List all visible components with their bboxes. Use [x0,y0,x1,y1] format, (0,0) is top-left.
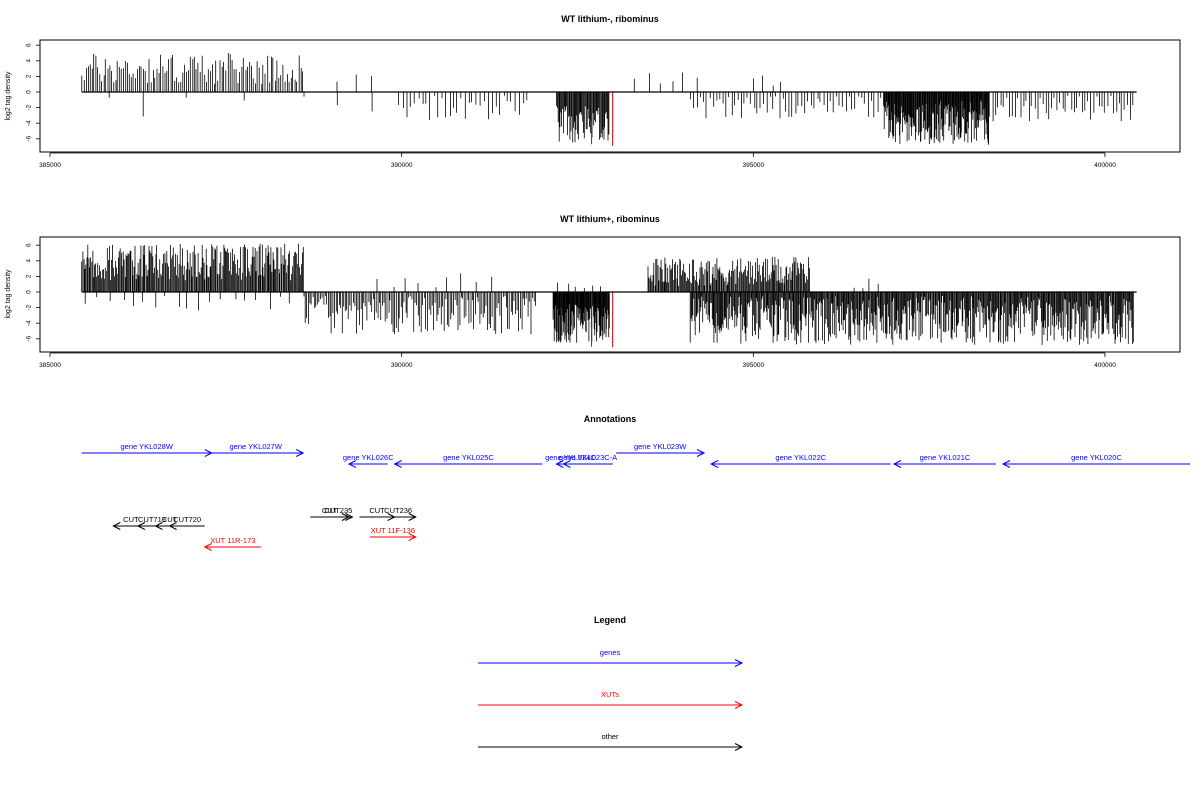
gene-feature-arrowhead [555,460,564,468]
x-tick-label: 395000 [742,162,764,169]
legend-panel: Legend genes XUTs other [478,615,744,751]
gene-feature-label: gene YKL023W [634,442,687,451]
chart-title: WT lithium-, ribominus [561,14,659,24]
cut-feature-label: CUT719 [138,515,166,524]
gene-feature-arrowhead [892,460,902,468]
cut-feature-arrowhead [345,513,354,521]
gene-feature-label: gene YKL026C [343,453,394,462]
legend-label: other [601,732,619,741]
legend-arrowhead [734,743,744,751]
y-tick-label: 2 [26,274,33,278]
legend-items: genes XUTs other [478,648,744,751]
gene-feature-arrowhead [696,449,706,457]
x-tick-label: 385000 [39,162,61,169]
y-axis-label: log2 tag density [5,71,12,121]
y-tick-label: 4 [26,259,33,263]
y-tick-label: 0 [26,290,33,294]
gene-feature-arrowhead [295,449,305,457]
y-tick-label: 4 [26,59,33,63]
x-tick-label: 390000 [391,362,413,369]
chart-panel-1: WT lithium-, ribominus log2 tag density … [5,14,1181,169]
annotations-panel: Annotations gene YKL028W gene YKL027Wgene… [81,414,1190,551]
gene-feature-arrowhead [562,460,571,468]
cut-feature-arrowhead [112,522,121,530]
gene-feature-arrowhead [393,460,402,468]
y-tick-label: -4 [26,320,33,326]
annotation-features: gene YKL028W gene YKL027W gene YKL026C gene… [81,442,1190,551]
cut-feature-arrowhead [168,522,177,530]
x-tick-label: 400000 [1094,362,1116,369]
cut-feature-label: CUT [369,506,385,515]
gene-feature-label: gene YKL025C [443,453,494,462]
y-tick-label: -4 [26,120,33,126]
cut-feature-label: CUT [322,506,338,515]
gene-feature-label: gene YKL022C [775,453,826,462]
cut-feature-label: CUT236 [384,506,412,515]
legend-label: XUTs [601,690,619,699]
legend-arrowhead [734,659,744,667]
plot-frame [39,39,1181,153]
cut-feature-label: CUT [123,515,139,524]
legend-arrowhead [734,701,744,709]
cut-feature-label: CUT [162,515,178,524]
chart-title: WT lithium+, ribominus [560,214,660,224]
plot-frame [39,236,1181,353]
x-tick-label: 400000 [1094,162,1116,169]
x-tick-label: 390000 [391,162,413,169]
bar-series [81,53,1137,146]
cut-feature-arrowhead [154,522,163,530]
bar-series [81,243,1137,348]
gene-feature-arrowhead [1001,460,1011,468]
gene-feature-label: gene YKL028W [121,442,174,451]
gene-feature-arrowhead [710,460,719,468]
cut-feature-label: CUT720 [173,515,201,524]
y-tick-label: -2 [26,104,33,110]
xut-feature-arrowhead [203,543,212,551]
chart-panel-2: WT lithium+, ribominus log2 tag density … [5,214,1181,369]
gene-feature-label: gene YKL021C [920,453,971,462]
gene-feature-label: gene YKL027W [230,442,283,451]
legend-label: genes [600,648,621,657]
annotations-title: Annotations [584,414,637,424]
gene-feature-label: gene YKL020C [1071,453,1122,462]
y-tick-label: 2 [26,74,33,78]
y-tick-label: 0 [26,90,33,94]
axes: 6 4 2 0 -2 -4 -6 385000 390000 395000 400000 [26,43,1117,169]
cut-feature-label: CUT235 [324,506,352,515]
xut-feature-arrowhead [408,533,417,541]
y-tick-label: 6 [26,243,33,247]
y-tick-label: 6 [26,43,33,47]
legend-title: Legend [594,615,626,625]
y-axis-label: log2 tag density [5,269,12,319]
xut-feature-label: XUT 11F-136 [371,526,415,535]
y-tick-label: -2 [26,304,33,310]
axes: 6 4 2 0 -2 -4 -6 385000 390000 395000 400000 [26,243,1117,369]
gene-feature-label: gene YKL024C [545,453,596,462]
y-tick-label: -6 [26,336,33,342]
cut-feature-arrowhead [136,522,146,530]
gene-feature-arrowhead [347,460,357,468]
x-tick-label: 395000 [742,362,764,369]
x-tick-label: 385000 [39,362,61,369]
xut-feature-label: XUT 11R-173 [210,536,255,545]
gene-feature-label: gene YKL023C-A [559,453,617,462]
cut-feature-arrowhead [408,513,417,521]
y-tick-label: -6 [26,136,33,142]
